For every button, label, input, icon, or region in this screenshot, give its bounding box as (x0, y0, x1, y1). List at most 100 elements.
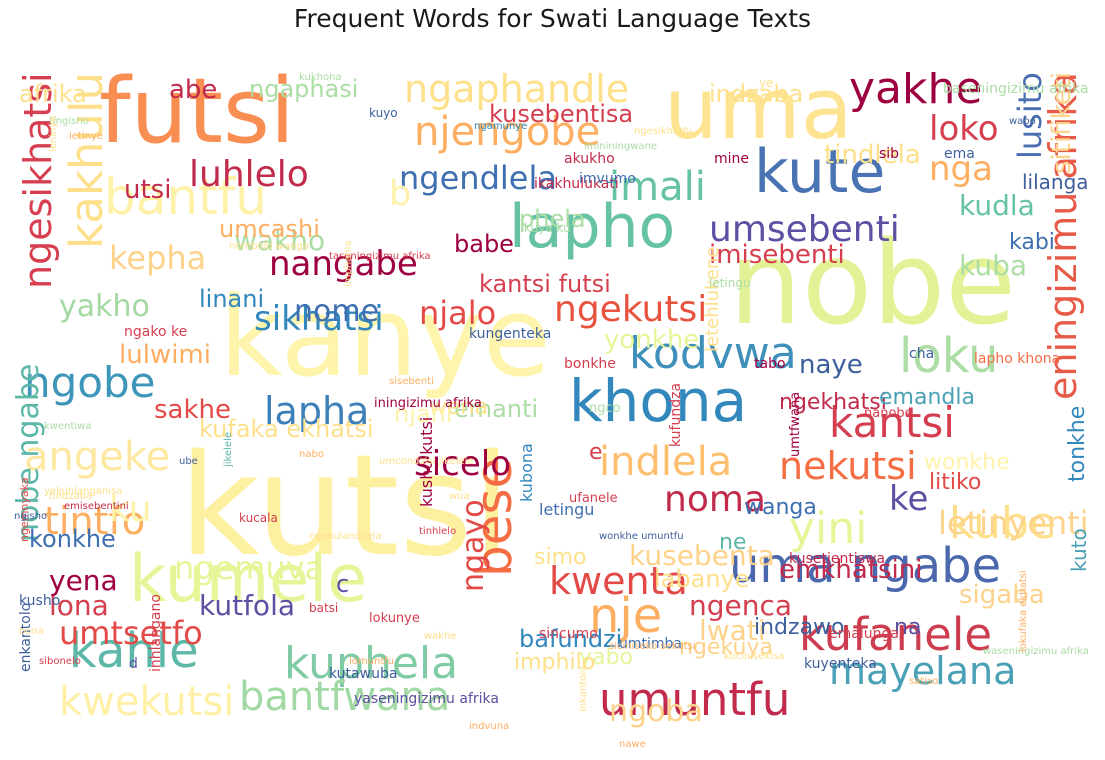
word-cloud-word: ngisho (14, 511, 48, 522)
word-cloud-word: bonkhe (564, 356, 616, 372)
word-cloud-word: d (129, 656, 138, 672)
word-cloud-word: kubona (517, 443, 536, 502)
word-cloud-word: jikelele (223, 431, 234, 467)
word-cloud-word: yaseningizimu afrika (354, 691, 499, 707)
word-cloud-word: kute (754, 137, 886, 207)
word-cloud-word: khona (569, 367, 748, 435)
word-cloud-word: kusebenta (629, 539, 775, 572)
word-cloud-word: kwenta (549, 559, 688, 603)
word-cloud-word: kukhona (299, 72, 342, 83)
word-cloud-word: wakhe (424, 631, 457, 642)
word-cloud-word: kungenteka (469, 326, 552, 342)
word-cloud-word: kuto (1067, 528, 1089, 572)
word-cloud-word: njengobe (414, 109, 601, 155)
word-cloud-word: nanobe (864, 406, 913, 421)
word-cloud-word: kumele (129, 542, 368, 617)
word-cloud-word: yekuhlanganisa (44, 486, 123, 497)
word-cloud-word: ngendlela (399, 159, 557, 197)
word-cloud-word: ku (109, 489, 152, 530)
word-cloud-word: yakho (59, 289, 150, 324)
word-cloud-word: yabo (579, 645, 633, 670)
word-cloud-word: tonkhe (1065, 405, 1089, 482)
word-cloud-word: iningizimu afrika (374, 396, 482, 411)
word-cloud-word: wonkhe umuntfu (599, 531, 684, 542)
word-cloud-word: taseningizimu afrika (329, 251, 431, 262)
word-cloud-word: baseningizimu afrika (943, 81, 1089, 97)
word-cloud-word: nangabe (269, 244, 418, 284)
word-cloud-word: nekutsi (779, 444, 917, 488)
word-cloud-word: ngenca (689, 589, 793, 622)
word-cloud-word: wakho (234, 224, 326, 257)
word-cloud-word: siciniseko sekutsi (609, 641, 696, 652)
word-cloud-word: imvumo (579, 171, 636, 187)
word-cloud: kutsi nobe kanye futsi uma kute lapho khona kume… (9, 72, 1089, 752)
word-cloud-word: batsi (309, 601, 339, 615)
word-cloud-word: kutawuba (329, 666, 398, 682)
word-cloud-word: sincumo (539, 626, 598, 642)
word-cloud-word: yakhe (849, 72, 983, 114)
word-cloud-word: letingu (709, 276, 751, 290)
word-cloud-word: ngobe (24, 358, 156, 407)
word-cloud-word: emandla (879, 385, 975, 410)
word-cloud-word: umcashi (219, 215, 320, 243)
word-cloud-word: c (336, 570, 350, 598)
word-cloud-word: cha (909, 346, 935, 362)
word-cloud-word: sicelo (414, 444, 512, 484)
word-cloud-word: mayelana (829, 649, 1017, 693)
word-cloud-word: kuyenteka (804, 656, 877, 672)
word-cloud-word: kufaka ekhatsi (199, 415, 374, 443)
word-cloud-word: emalunga (829, 626, 899, 642)
word-cloud-word: ema (944, 146, 975, 162)
word-cloud-word: futsi (99, 72, 295, 164)
word-cloud-word: kanye (219, 273, 551, 401)
word-cloud-word: kucinisekisa (724, 651, 785, 662)
word-cloud-word: kutsi (179, 425, 512, 588)
word-cloud-word: bafundzi (519, 625, 623, 653)
word-cloud-word: tintfo (44, 499, 146, 543)
word-cloud-word: uma (664, 72, 853, 159)
word-cloud-word: kantsi futsi (479, 270, 611, 298)
word-cloud-word: b (389, 174, 412, 214)
word-cloud-word: ufanele (569, 491, 618, 506)
word-cloud-word: kube (949, 498, 1057, 549)
word-cloud-word: kufanele (799, 608, 993, 661)
word-cloud-word: letehlukene (702, 246, 723, 352)
word-cloud-word: umtfwana (788, 391, 803, 457)
word-cloud-word: kwekutsi (59, 679, 235, 725)
word-cloud-word: waseningizimu afrika (983, 646, 1089, 657)
word-cloud-word: wena (429, 395, 488, 420)
word-cloud-word: letingu (539, 500, 595, 519)
word-cloud-word: lwati (699, 614, 766, 647)
word-cloud-word: babe (454, 230, 514, 258)
word-cloud-word: ngco (589, 401, 621, 416)
word-cloud-word: ne (719, 530, 747, 555)
word-cloud-word: nobe (729, 217, 1016, 351)
word-cloud-word: ube (179, 456, 198, 467)
word-cloud-word: wonkhe (924, 450, 1010, 475)
word-cloud-word: umuntfu (599, 673, 791, 726)
word-cloud-word: lilanga (1022, 170, 1089, 194)
word-cloud-word: ngaphasi (249, 75, 359, 103)
word-cloud-word: sakhe (154, 395, 232, 425)
word-cloud-word: kuya ku (524, 221, 571, 235)
word-cloud-word: kutfola (199, 589, 296, 622)
word-cloud-word: phela (519, 205, 586, 233)
word-cloud-word: nome (294, 294, 380, 329)
word-cloud-word: sibonelo (39, 656, 81, 667)
word-cloud-word: sikhatsi (254, 299, 384, 339)
word-cloud-word: na (894, 615, 922, 640)
word-cloud-word: lulwimi (119, 340, 211, 370)
word-cloud-word: linani (199, 285, 265, 313)
word-cloud-word: emisebentini (64, 501, 129, 512)
word-cloud-word: tindlela (824, 140, 921, 170)
word-cloud-word: nje (589, 588, 663, 644)
word-cloud-word: kahle (69, 623, 199, 679)
word-cloud-word: imininingwane (584, 141, 658, 152)
word-cloud-word: kucala (239, 511, 278, 525)
word-cloud-word: bona (19, 626, 44, 637)
word-cloud-word: lapho khona (974, 351, 1061, 367)
word-cloud-word: bantfwana (239, 674, 451, 720)
word-cloud-word: luhlelo (189, 154, 309, 195)
word-cloud-word: kusho (19, 593, 61, 609)
word-cloud-word: lokufaka ekhatsi (1018, 570, 1029, 652)
